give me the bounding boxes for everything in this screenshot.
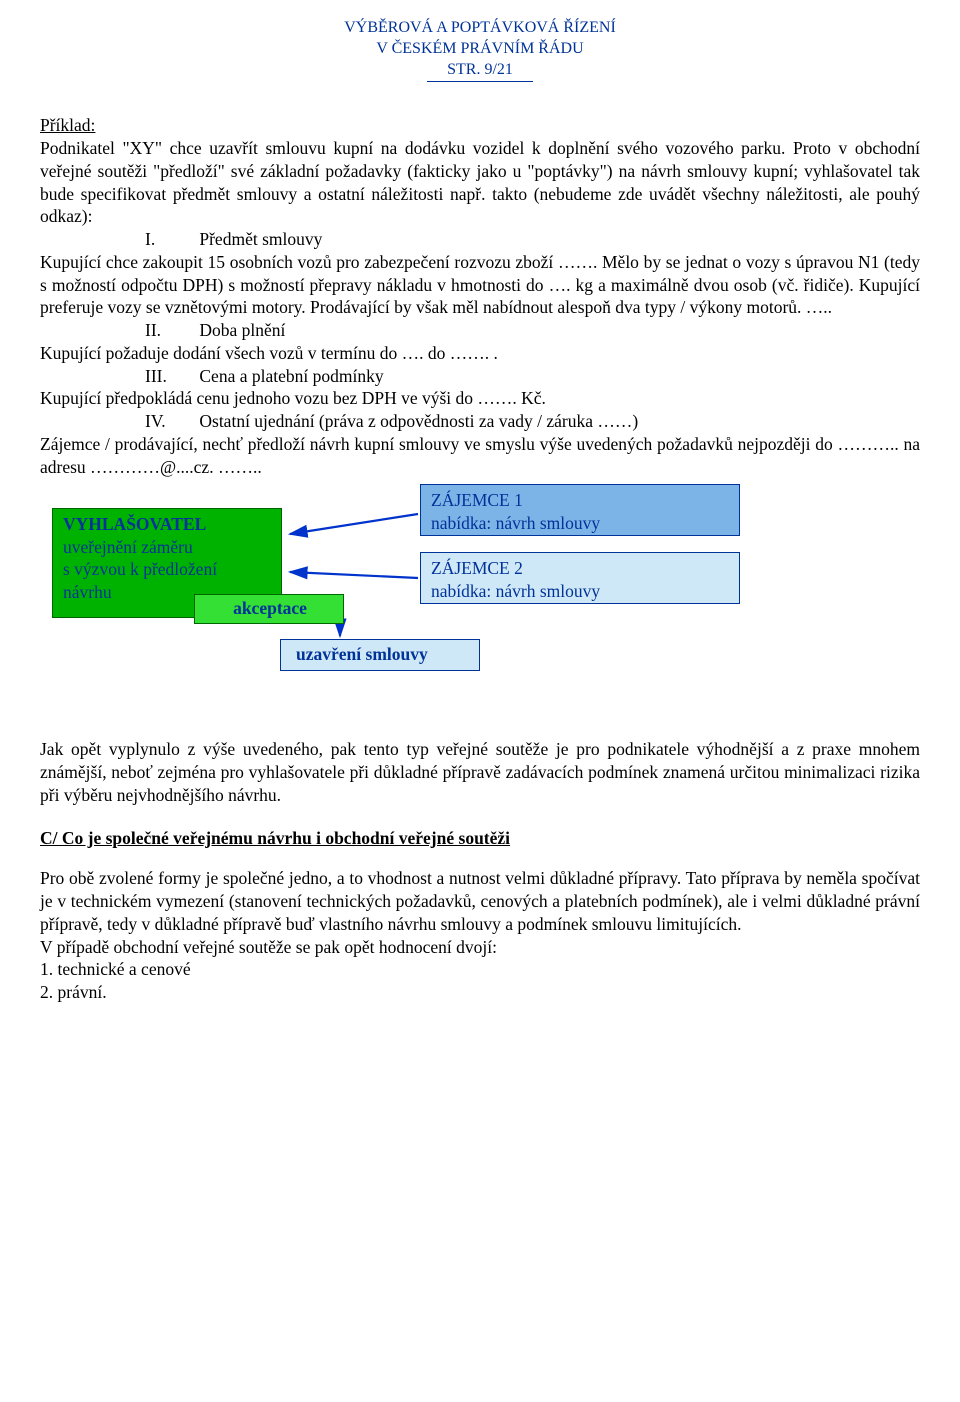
item-I-num: I. <box>145 228 195 251</box>
announcer-title: VYHLAŠOVATEL <box>63 513 273 535</box>
item-IV-num: IV. <box>145 410 195 433</box>
item-III-text: Kupující předpokládá cenu jednoho vozu b… <box>40 387 920 410</box>
header-line-1: VÝBĚROVÁ A POPTÁVKOVÁ ŘÍZENÍ <box>40 18 920 39</box>
after-list-item-2: 2. právní. <box>40 981 920 1004</box>
example-label: Příklad: <box>40 114 920 137</box>
item-IV-text: Zájemce / prodávající, nechť předloží ná… <box>40 433 920 479</box>
bidder-2-title: ZÁJEMCE 2 <box>431 557 731 579</box>
item-III-num: III. <box>145 365 195 388</box>
item-II-num: II. <box>145 319 195 342</box>
item-II-heading: II. Doba plnění <box>40 319 920 342</box>
process-diagram: VYHLAŠOVATEL uveřejnění záměru s výzvou … <box>40 484 920 714</box>
bidder-2-sub: nabídka: návrh smlouvy <box>431 580 731 602</box>
after-paragraph-1: Jak opět vyplynulo z výše uvedeného, pak… <box>40 738 920 806</box>
item-IV-title: Ostatní ujednání (práva z odpovědnosti z… <box>199 411 638 431</box>
page-header: VÝBĚROVÁ A POPTÁVKOVÁ ŘÍZENÍ V ČESKÉM PR… <box>40 18 920 82</box>
item-I-heading: I. Předmět smlouvy <box>40 228 920 251</box>
after-list-item-1: 1. technické a cenové <box>40 958 920 981</box>
header-line-2: V ČESKÉM PRÁVNÍM ŘÁDU <box>40 39 920 60</box>
acceptance-box: akceptace <box>194 594 344 624</box>
bidder-1-sub: nabídka: návrh smlouvy <box>431 512 731 534</box>
contract-close-box: uzavření smlouvy <box>280 639 480 671</box>
intro-paragraph: Podnikatel "XY" chce uzavřít smlouvu kup… <box>40 137 920 228</box>
document-page: VÝBĚROVÁ A POPTÁVKOVÁ ŘÍZENÍ V ČESKÉM PR… <box>0 0 960 1044</box>
after-paragraph-2: Pro obě zvolené formy je společné jedno,… <box>40 867 920 935</box>
item-I-text: Kupující chce zakoupit 15 osobních vozů … <box>40 251 920 319</box>
section-c-title: C/ Co je společné veřejnému návrhu i obc… <box>40 827 920 850</box>
item-I-title: Předmět smlouvy <box>199 229 322 249</box>
item-III-title: Cena a platební podmínky <box>199 366 383 386</box>
item-II-title: Doba plnění <box>199 320 285 340</box>
after-paragraph-3: V případě obchodní veřejné soutěže se pa… <box>40 936 920 959</box>
item-II-text: Kupující požaduje dodání všech vozů v te… <box>40 342 920 365</box>
announcer-sub-1: uveřejnění záměru <box>63 536 273 558</box>
bidder-1-title: ZÁJEMCE 1 <box>431 489 731 511</box>
announcer-sub-2: s výzvou k předložení <box>63 558 273 580</box>
item-III-heading: III. Cena a platební podmínky <box>40 365 920 388</box>
bidder-1-box: ZÁJEMCE 1 nabídka: návrh smlouvy <box>420 484 740 536</box>
bidder-2-box: ZÁJEMCE 2 nabídka: návrh smlouvy <box>420 552 740 604</box>
header-page-number: STR. 9/21 <box>427 60 533 83</box>
item-IV-heading: IV. Ostatní ujednání (práva z odpovědnos… <box>40 410 920 433</box>
